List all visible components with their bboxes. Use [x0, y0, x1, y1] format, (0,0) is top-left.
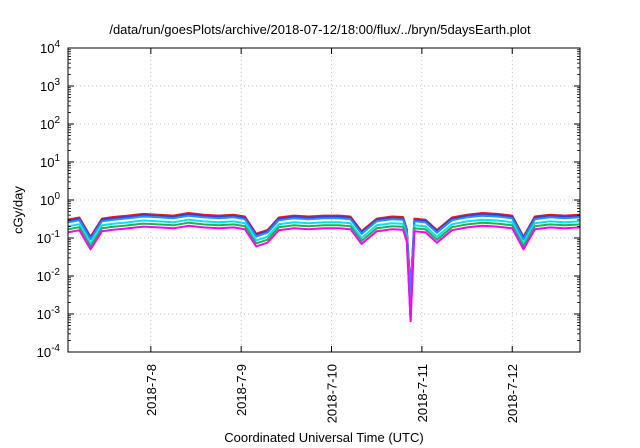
y-axis-label: cGy/day — [10, 186, 26, 234]
y-tick-label: 100 — [40, 191, 60, 208]
y-tick-label: 10-3 — [37, 305, 61, 322]
y-tick-label: 101 — [40, 153, 60, 170]
y-tick-label: 104 — [40, 39, 60, 56]
y-tick-label: 10-1 — [37, 229, 61, 246]
x-tick-label: 2018-7-11 — [415, 364, 430, 422]
chart-title: /data/run/goesPlots/archive/2018-07-12/1… — [109, 22, 531, 37]
tick-layer: 10-4 10-3 10-2 10-1 100 101 102 103 104 2018-7-8 2… — [37, 39, 580, 423]
series-line-5 — [67, 221, 581, 323]
y-tick-label: 10-4 — [37, 343, 61, 360]
x-tick-label: 2018-7-10 — [325, 364, 340, 423]
x-tick-label: 2018-7-8 — [144, 364, 159, 416]
y-tick-label: 102 — [40, 115, 60, 132]
y-tick-label: 10-2 — [37, 267, 61, 284]
series-line-6 — [67, 224, 581, 323]
x-tick-label: 2018-7-12 — [505, 364, 520, 423]
x-tick-label: 2018-7-9 — [234, 364, 249, 416]
series-layer — [67, 212, 581, 323]
series-line-1 — [67, 212, 581, 293]
grid-layer — [68, 48, 580, 352]
x-axis-label: Coordinated Universal Time (UTC) — [224, 430, 424, 445]
series-line-4 — [67, 218, 581, 323]
series-line-2 — [67, 213, 581, 293]
y-tick-label: 103 — [40, 77, 60, 94]
series-line-3 — [67, 214, 581, 293]
